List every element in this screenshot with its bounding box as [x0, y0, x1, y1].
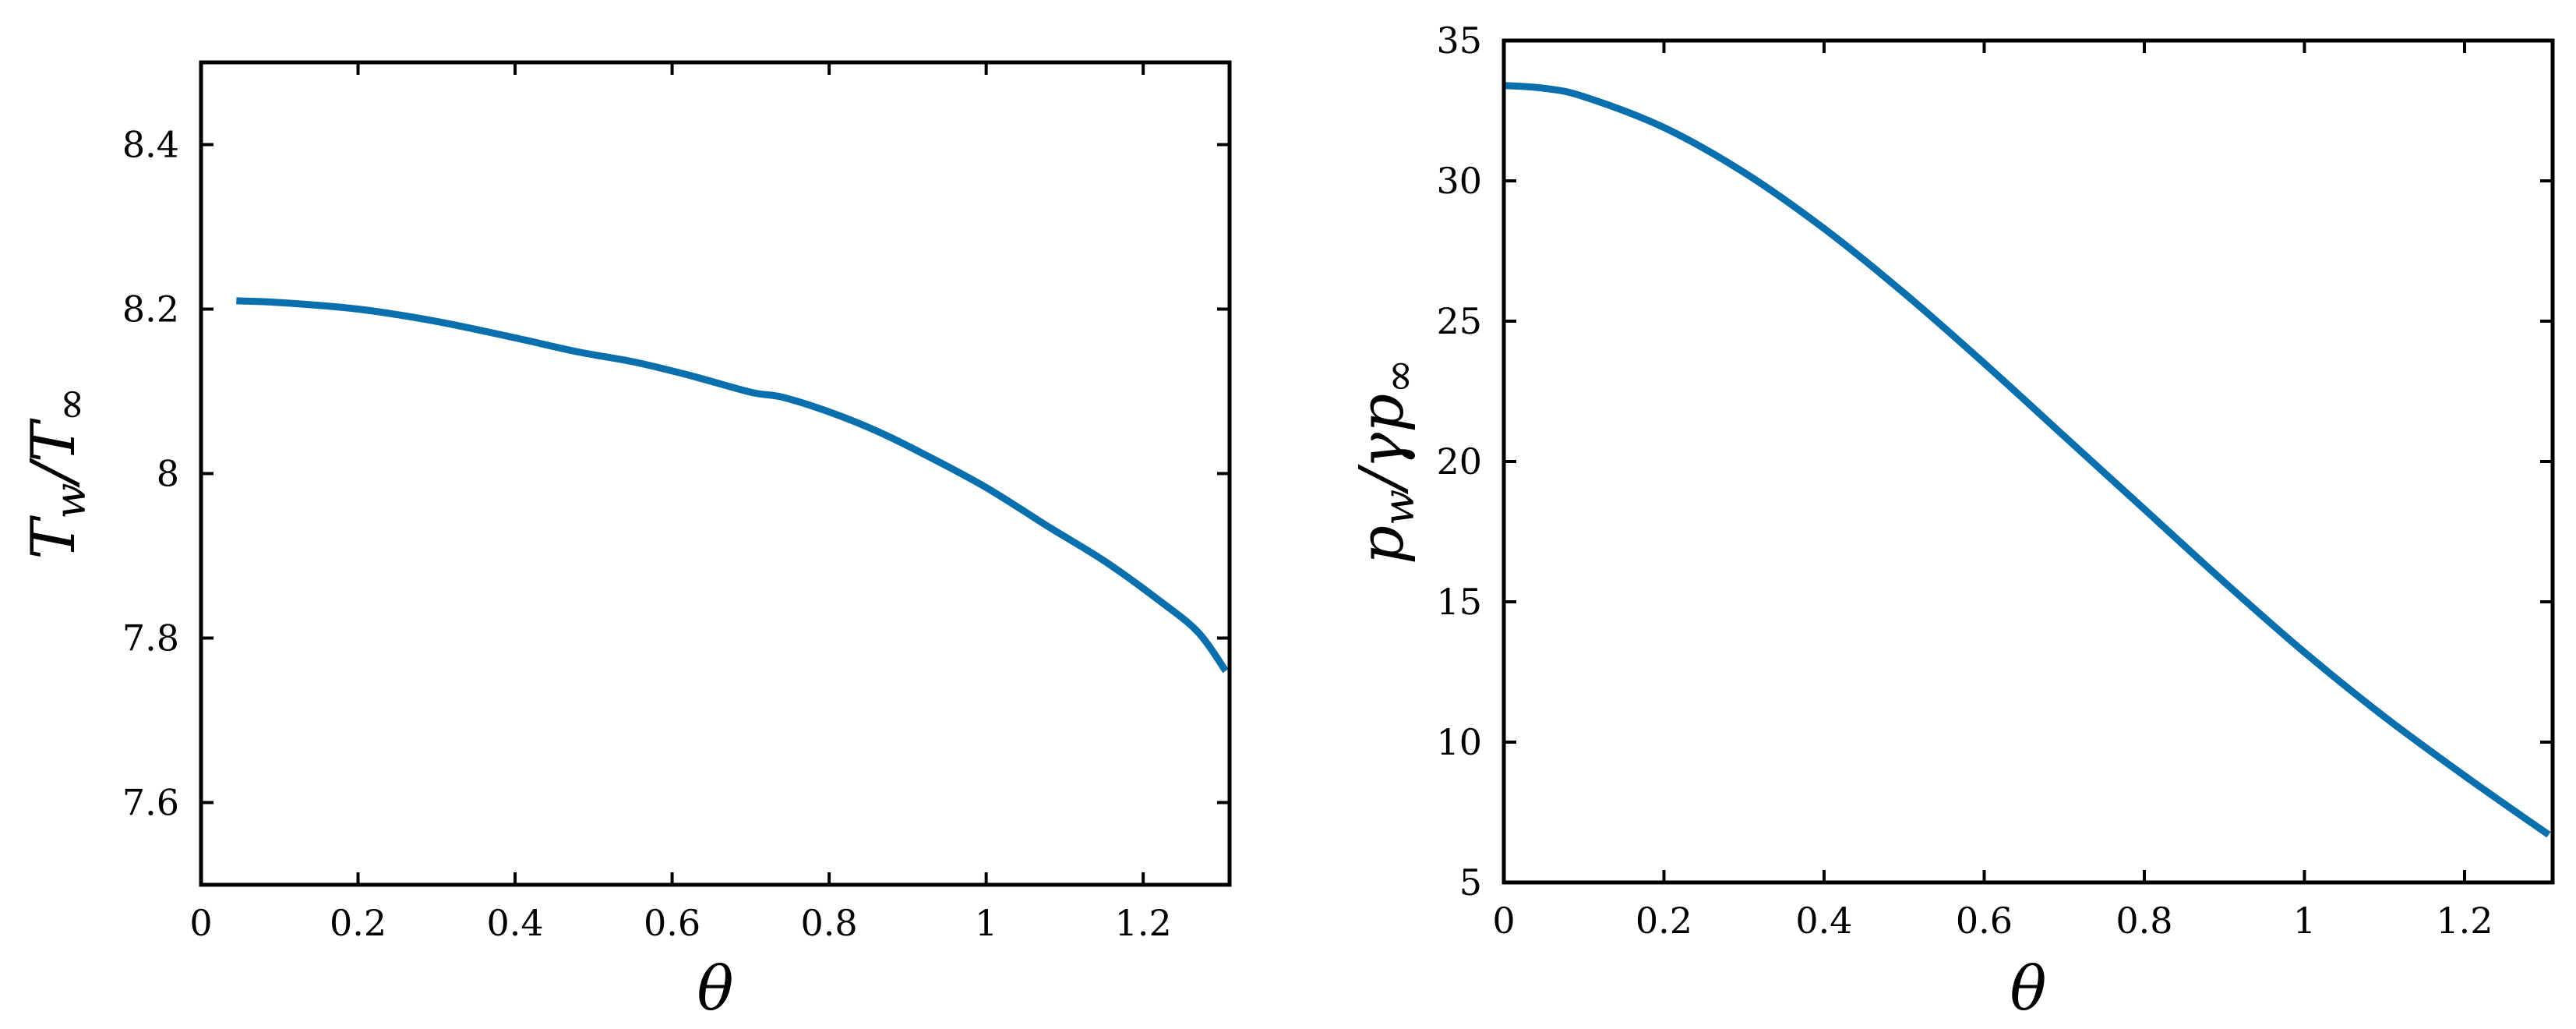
x-tick-label: 0.6 — [644, 902, 700, 944]
y-tick-label: 30 — [1436, 160, 1482, 202]
y-axis-label-sub2: ∞ — [46, 387, 95, 422]
y-axis-label-sub2: ∞ — [1374, 359, 1424, 394]
y-tick-label: 8.4 — [122, 124, 179, 166]
chart-wall-temperature: 0 0.2 0.4 0.6 0.8 1 1.2 7.6 7.8 8 8.2 8.4 θ Tw/T∞ — [19, 60, 1232, 1024]
x-tick-label: 0.8 — [2115, 900, 2172, 942]
y-axis-label-main: p — [1347, 525, 1417, 564]
y-tick-label: 35 — [1436, 19, 1482, 62]
x-tick-label: 1 — [2293, 900, 2316, 942]
y-axis-label-main: T — [19, 515, 89, 560]
y-axis-label-rest: /γp — [1347, 394, 1417, 495]
x-tick-label: 0.6 — [1956, 900, 2013, 942]
y-axis-label-sub: w — [46, 483, 95, 519]
y-tick-label: 25 — [1436, 300, 1482, 342]
temperature-series-line — [236, 297, 1229, 674]
y-tick-label: 7.8 — [122, 617, 179, 659]
y-axis-label: Tw/T∞ — [19, 387, 95, 560]
x-tick-label: 1.2 — [2436, 900, 2493, 942]
x-tick-label: 0.4 — [486, 902, 543, 944]
plot-frame — [1501, 38, 2555, 885]
x-tick-label: 0 — [1492, 900, 1515, 942]
x-tick-labels: 0 0.2 0.4 0.6 0.8 1 1.2 — [1492, 900, 2493, 942]
x-tick-labels: 0 0.2 0.4 0.6 0.8 1 1.2 — [189, 902, 1171, 944]
x-axis-label: θ — [2010, 954, 2047, 1024]
tick-marks — [1502, 39, 2553, 884]
y-tick-label: 5 — [1459, 861, 1482, 903]
x-tick-label: 0 — [189, 902, 212, 944]
y-tick-label: 8.2 — [122, 288, 179, 331]
x-tick-label: 0.4 — [1795, 900, 1852, 942]
x-tick-label: 0.2 — [330, 902, 386, 944]
y-tick-label: 10 — [1436, 721, 1482, 763]
x-tick-label: 0.2 — [1636, 900, 1692, 942]
y-tick-labels: 7.6 7.8 8 8.2 8.4 — [122, 124, 179, 824]
y-axis-label: pw/γp∞ — [1347, 359, 1424, 564]
x-tick-label: 1 — [975, 902, 997, 944]
y-tick-label: 8 — [157, 453, 179, 495]
y-tick-label: 15 — [1436, 581, 1482, 623]
x-tick-label: 0.8 — [801, 902, 858, 944]
y-tick-label: 7.6 — [122, 782, 179, 824]
x-tick-label: 1.2 — [1115, 902, 1172, 944]
y-axis-label-rest: /T — [19, 418, 89, 488]
chart-wall-pressure: 0 0.2 0.4 0.6 0.8 1 1.2 5 10 15 20 25 30 35 θ pw/γp∞ — [1347, 19, 2555, 1024]
pressure-series-line — [1503, 82, 2551, 838]
y-tick-label: 20 — [1436, 440, 1482, 483]
x-axis-label: θ — [697, 954, 734, 1024]
y-tick-labels: 5 10 15 20 25 30 35 — [1436, 19, 1482, 903]
tick-marks — [199, 62, 1230, 885]
y-axis-label-sub: w — [1374, 490, 1424, 525]
plot-frame — [199, 60, 1232, 887]
